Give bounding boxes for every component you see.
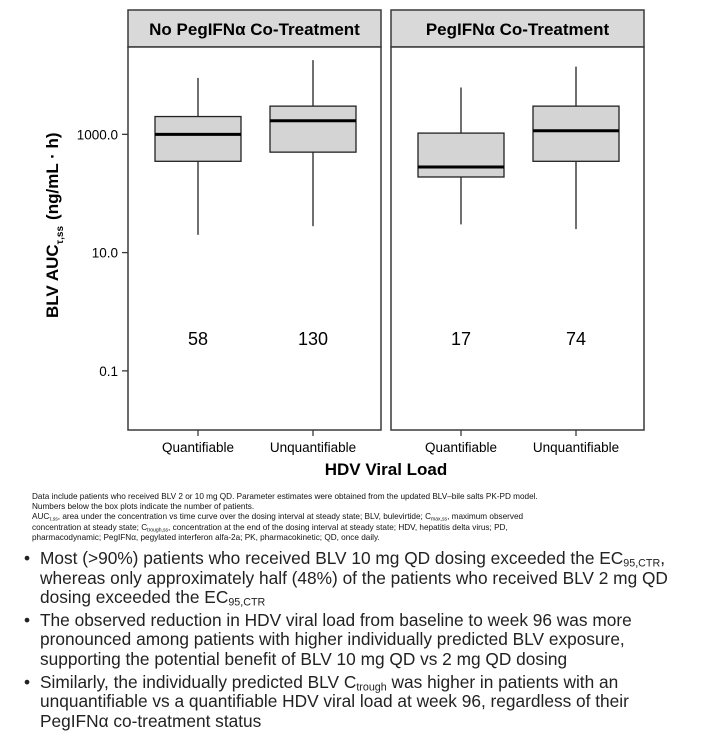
bullet-2: The observed reduction in HDV viral load… — [24, 610, 694, 670]
footnote-line-3a: , area under the concentration vs time c… — [57, 512, 431, 522]
bullet-1-part-c: BLV 2 mg QD dosing exceeded the EC — [40, 567, 668, 608]
bullet-1-part-a: Most (>90%) patients who received BLV 10… — [40, 548, 595, 568]
n-label-p0-quantifiable: 58 — [188, 329, 208, 349]
bullet-3: Similarly, the individually predicted BL… — [24, 671, 694, 732]
footnote-line-3b: , maximum observed — [447, 512, 524, 522]
x-tick-label-p0-quantifiable: Quantifiable — [162, 440, 234, 455]
panel-title-no-pegifn: No PegIFNα Co-Treatment — [149, 20, 360, 39]
panel-title-pegifn: PegIFNα Co-Treatment — [426, 20, 610, 39]
box-p1-unquantifiable — [532, 105, 620, 162]
y-axis-label-units: (ng/mL · h) — [43, 132, 62, 220]
footnote-auc-sub: τ,ss — [49, 516, 58, 523]
x-axis-title: HDV Viral Load — [325, 460, 448, 479]
x-tick-label-p1-unquantifiable: Unquantifiable — [533, 440, 619, 455]
bullet-3-part-a: Similarly, the individually predicted BL… — [40, 671, 357, 692]
bullet-1-ec-1: EC — [599, 548, 624, 568]
y-axis: 0.1 10.0 1000.0 — [77, 127, 128, 379]
bullet-3-part-b: was higher in patients with an unquantif… — [40, 671, 629, 731]
y-axis-label: BLV AUCτ,ss (ng/mL · h) — [43, 132, 66, 318]
bullet-1: Most (>90%) patients who received BLV 10… — [24, 548, 694, 609]
x-tick-label-p0-unquantifiable: Unquantifiable — [270, 440, 356, 455]
plot-frame-no-pegifn — [127, 46, 382, 431]
y-axis-label-main: BLV AUC — [43, 244, 62, 318]
footnote-line-4b: , concentration at the end of the dosing… — [168, 522, 508, 532]
bullet-3-sub: trough — [356, 681, 387, 694]
footnote-line-4a: concentration at steady state; C — [32, 522, 148, 532]
footnote-line-2: Numbers below the box plots indicate the… — [32, 502, 255, 512]
n-label-p0-unquantifiable: 130 — [298, 329, 328, 349]
x-tick-label-p1-quantifiable: Quantifiable — [425, 440, 497, 455]
footnote-ctrough-sub: trough,ss — [147, 526, 169, 533]
panel-pegifn: PegIFNα Co-Treatment 17 74 Quantifiable Un… — [390, 9, 645, 455]
key-findings-list: Most (>90%) patients who received BLV 10… — [24, 548, 694, 734]
panel-no-pegifn: No PegIFNα Co-Treatment 58 130 Quantifiab… — [127, 9, 382, 455]
box-p0-quantifiable — [154, 115, 242, 162]
bullet-1-part-b: , whereas only approximately half (48%) … — [40, 548, 666, 588]
footnote-line-1: Data include patients who received BLV 2… — [32, 492, 538, 501]
bullet-1-ec-1-sub: 95,CTR — [623, 557, 661, 570]
panel-header-no-pegifn — [127, 9, 382, 48]
footnote-auc: AUC — [32, 512, 50, 522]
y-tick-label-0-1: 0.1 — [99, 364, 118, 379]
y-tick-label-1000-0: 1000.0 — [77, 127, 118, 142]
bullet-1-ec-2-sub: 95,CTR — [228, 596, 266, 609]
box-p1-quantifiable — [417, 132, 505, 178]
footnote-line-3: AUCτ,ss, area under the concentration vs… — [32, 512, 682, 522]
plot-frame-pegifn — [390, 46, 645, 431]
footnote-cmax-sub: max,ss — [431, 516, 448, 523]
n-label-p1-quantifiable: 17 — [451, 329, 471, 349]
y-axis-label-sub: τ,ss — [55, 226, 66, 245]
boxplot-chart: No PegIFNα Co-Treatment 58 130 Quantifiab… — [43, 9, 645, 479]
n-label-p1-unquantifiable: 74 — [566, 329, 586, 349]
box-p0-unquantifiable — [269, 105, 357, 153]
footnote-line-5: pharmacodynamic; PegIFNα, pegylated inte… — [32, 532, 380, 542]
footnote: Data include patients who received BLV 2… — [32, 492, 682, 543]
footnote-line-4: concentration at steady state; Ctrough,s… — [32, 523, 682, 533]
y-tick-label-10-0: 10.0 — [92, 246, 118, 261]
